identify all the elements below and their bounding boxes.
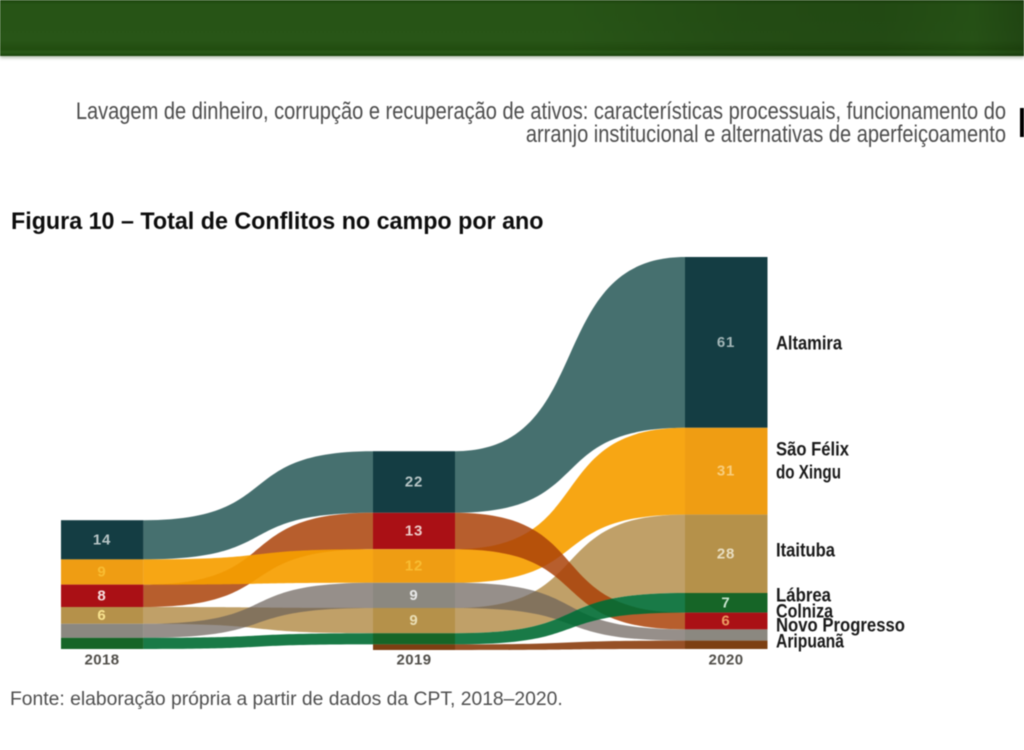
svg-text:2020: 2020 <box>709 652 744 669</box>
svg-text:Itaituba: Itaituba <box>776 541 835 562</box>
svg-text:São Félix: São Félix <box>776 440 849 461</box>
svg-text:13: 13 <box>405 523 423 540</box>
svg-text:2019: 2019 <box>397 652 432 669</box>
svg-text:31: 31 <box>717 463 735 480</box>
svg-text:Lábrea: Lábrea <box>776 586 831 607</box>
svg-text:9: 9 <box>97 564 106 581</box>
svg-text:6: 6 <box>97 607 106 624</box>
svg-text:2018: 2018 <box>85 652 120 669</box>
svg-text:8: 8 <box>97 587 106 604</box>
svg-text:12: 12 <box>405 558 423 575</box>
svg-text:9: 9 <box>409 587 418 604</box>
svg-text:Novo Progresso: Novo Progresso <box>776 616 905 637</box>
svg-text:61: 61 <box>717 334 735 351</box>
svg-text:14: 14 <box>93 531 111 548</box>
svg-text:22: 22 <box>405 474 423 491</box>
svg-text:Altamira: Altamira <box>776 334 842 355</box>
svg-text:9: 9 <box>409 612 418 629</box>
svg-text:6: 6 <box>721 613 730 630</box>
svg-text:Aripuanã: Aripuanã <box>776 632 844 653</box>
svg-text:Colniza: Colniza <box>776 602 833 623</box>
svg-text:do Xingu: do Xingu <box>776 463 841 484</box>
svg-text:7: 7 <box>721 594 730 611</box>
svg-text:28: 28 <box>717 545 735 562</box>
